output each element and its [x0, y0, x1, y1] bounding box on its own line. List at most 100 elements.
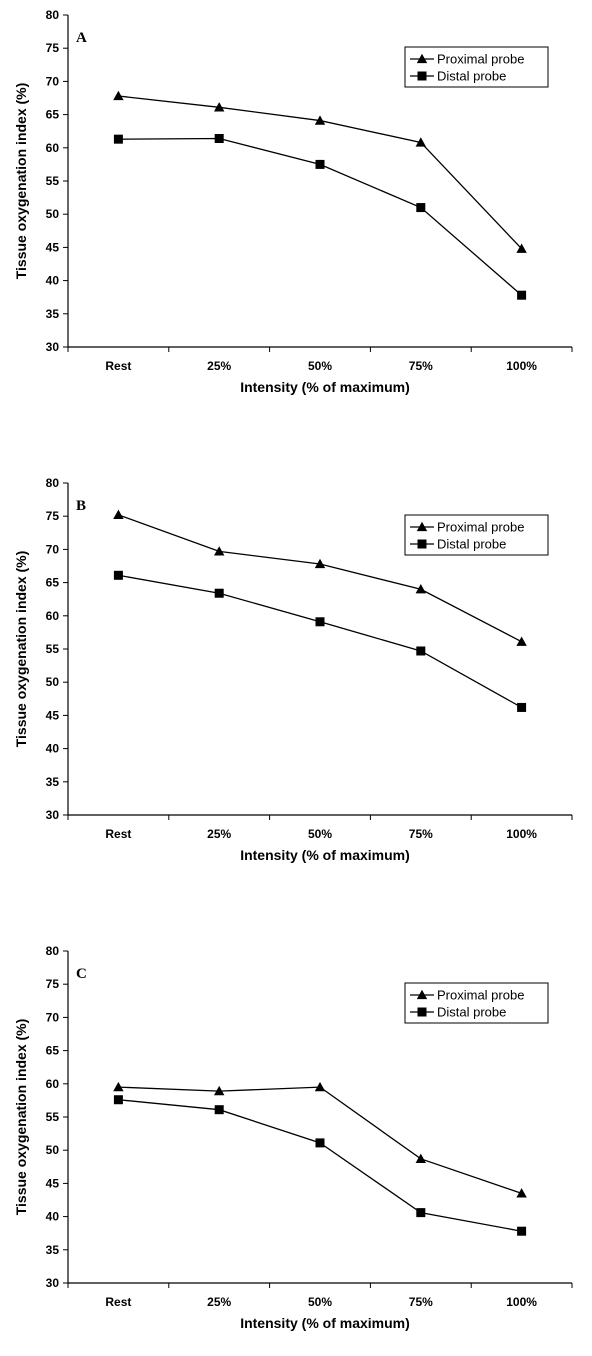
- y-tick-label: 40: [46, 274, 60, 288]
- data-point-square: [417, 539, 427, 549]
- x-tick-label: 50%: [308, 827, 332, 841]
- y-tick-label: 50: [46, 207, 60, 221]
- legend-box: [404, 514, 549, 556]
- x-tick-label: 75%: [409, 359, 433, 373]
- data-point-triangle: [113, 1081, 124, 1092]
- panel-label: C: [76, 966, 87, 982]
- legend-entry: Distal probe: [437, 537, 506, 552]
- y-tick-label: 65: [46, 576, 60, 590]
- data-point-square: [113, 1095, 123, 1105]
- legend-entry: Proximal probe: [437, 52, 524, 67]
- x-axis-label: Intensity (% of maximum): [240, 379, 410, 395]
- y-tick-label: 75: [46, 509, 60, 523]
- data-point-square: [517, 1226, 527, 1236]
- data-point-triangle: [516, 636, 527, 646]
- x-tick-label: 50%: [308, 359, 332, 373]
- legend: Proximal probe Distal probe: [404, 46, 549, 88]
- x-tick-label: 75%: [409, 827, 433, 841]
- data-point-triangle: [314, 115, 326, 125]
- x-tick-label: 25%: [207, 1295, 231, 1309]
- data-point-square: [417, 71, 427, 81]
- series-line: [118, 574, 522, 708]
- data-point-triangle: [314, 558, 326, 569]
- data-point-square: [417, 1007, 427, 1017]
- y-tick-label: 35: [46, 1243, 60, 1257]
- data-point-square: [416, 646, 426, 656]
- y-tick-label: 80: [46, 476, 60, 490]
- chart-panel-a: 30 35 40 45 50 55 60 65 70 75 80 Rest 25% 50% 75% 100% I…: [0, 0, 592, 420]
- y-tick-label: 50: [46, 675, 60, 689]
- y-axis-label: Tissue oxygenation index (%): [13, 83, 29, 280]
- y-tick-label: 50: [46, 1143, 60, 1157]
- x-axis-label: Intensity (% of maximum): [240, 1315, 410, 1331]
- data-point-square: [214, 588, 224, 598]
- y-tick-label: 30: [46, 1276, 60, 1290]
- chart-svg: 30 35 40 45 50 55 60 65 70 75 80 Rest 25% 50% 75% 100% I…: [13, 944, 573, 1331]
- y-tick-label: 40: [46, 1210, 60, 1224]
- data-point-triangle: [214, 1085, 225, 1096]
- data-point-triangle: [415, 1153, 426, 1163]
- y-tick-label: 65: [46, 1044, 60, 1058]
- y-tick-label: 40: [46, 742, 60, 756]
- panel-label: A: [76, 30, 87, 46]
- x-tick-label: 50%: [308, 1295, 332, 1309]
- legend-box: [404, 982, 549, 1024]
- x-tick-label: 100%: [506, 359, 537, 373]
- data-point-triangle: [415, 584, 426, 594]
- x-tick-label: Rest: [105, 827, 131, 841]
- y-tick-label: 75: [46, 41, 60, 55]
- y-tick-label: 70: [46, 74, 60, 88]
- legend: Proximal probe Distal probe: [404, 514, 549, 556]
- y-tick-label: 35: [46, 307, 60, 321]
- y-tick-label: 70: [46, 1010, 60, 1024]
- chart-svg: 30 35 40 45 50 55 60 65 70 75 80 Rest 25% 50% 75% 100% I…: [13, 8, 573, 395]
- data-point-square: [416, 203, 426, 213]
- y-tick-label: 35: [46, 775, 60, 789]
- data-point-square: [416, 1208, 426, 1218]
- y-tick-label: 75: [46, 977, 60, 991]
- data-point-square: [214, 1105, 224, 1115]
- x-tick-label: 100%: [506, 827, 537, 841]
- data-point-square: [214, 134, 224, 144]
- legend-box: [404, 46, 549, 88]
- x-tick-label: 75%: [409, 1295, 433, 1309]
- data-point-triangle: [113, 509, 124, 520]
- y-tick-label: 30: [46, 340, 60, 354]
- y-tick-label: 45: [46, 708, 60, 722]
- y-tick-label: 55: [46, 1110, 60, 1124]
- x-tick-label: Rest: [105, 359, 131, 373]
- y-tick-label: 60: [46, 1077, 60, 1091]
- data-point-triangle: [314, 1081, 326, 1092]
- data-point-triangle: [214, 102, 225, 112]
- x-tick-label: 100%: [506, 1295, 537, 1309]
- y-axis-label: Tissue oxygenation index (%): [13, 1019, 29, 1216]
- y-tick-label: 55: [46, 642, 60, 656]
- chart-panel-c: 30 35 40 45 50 55 60 65 70 75 80 Rest 25% 50% 75% 100% I…: [0, 936, 592, 1356]
- data-point-square: [517, 290, 527, 300]
- series-line: [118, 1099, 522, 1232]
- y-tick-label: 45: [46, 240, 60, 254]
- data-point-triangle: [516, 243, 527, 253]
- legend: Proximal probe Distal probe: [404, 982, 549, 1024]
- x-tick-label: 25%: [207, 359, 231, 373]
- panel-label: B: [76, 498, 86, 514]
- data-point-square: [315, 159, 325, 169]
- data-point-triangle: [415, 137, 426, 147]
- y-tick-label: 65: [46, 108, 60, 122]
- y-tick-label: 60: [46, 141, 60, 155]
- data-point-square: [315, 617, 325, 627]
- data-point-triangle: [113, 90, 124, 101]
- data-point-triangle: [214, 546, 225, 556]
- legend-entry: Distal probe: [437, 1005, 506, 1020]
- y-tick-label: 45: [46, 1176, 60, 1190]
- chart-svg: 30 35 40 45 50 55 60 65 70 75 80 Rest 25% 50% 75% 100% I…: [13, 476, 573, 863]
- data-point-triangle: [416, 521, 428, 532]
- data-point-triangle: [416, 53, 428, 64]
- y-tick-label: 30: [46, 808, 60, 822]
- x-tick-label: 25%: [207, 827, 231, 841]
- x-tick-label: Rest: [105, 1295, 131, 1309]
- data-point-square: [113, 134, 123, 144]
- y-axis-label: Tissue oxygenation index (%): [13, 551, 29, 748]
- data-point-square: [315, 1138, 325, 1148]
- data-point-square: [517, 702, 527, 712]
